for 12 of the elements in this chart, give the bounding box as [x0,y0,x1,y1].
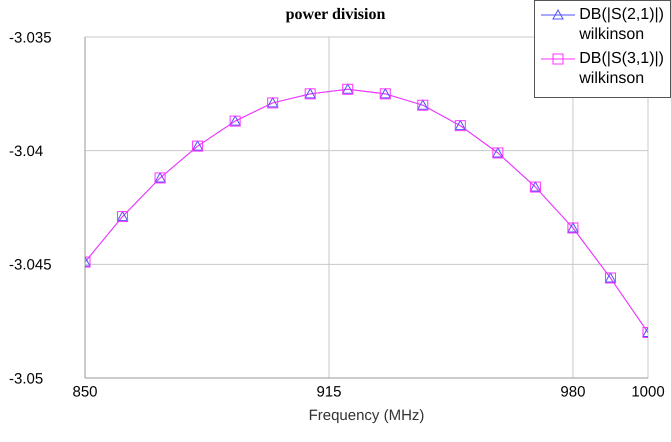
y-tick-label: -3.035 [9,29,52,46]
y-tick-label: -3.05 [9,370,44,388]
chart-title: power division [286,6,386,23]
x-tick-label: 850 [72,384,98,401]
x-axis-title: Frequency (MHz) [308,407,424,424]
y-tick-label: -3.04 [9,142,44,160]
y-tick-label: -3.045 [9,256,52,274]
legend-label: DB(|S(3,1)|) wilkinson [579,49,664,89]
x-tick-label: 1000 [631,384,665,401]
x-tick-label: 980 [560,384,586,401]
legend-label: DB(|S(2,1)|) wilkinson [579,5,664,45]
x-tick-label: 915 [316,384,342,401]
